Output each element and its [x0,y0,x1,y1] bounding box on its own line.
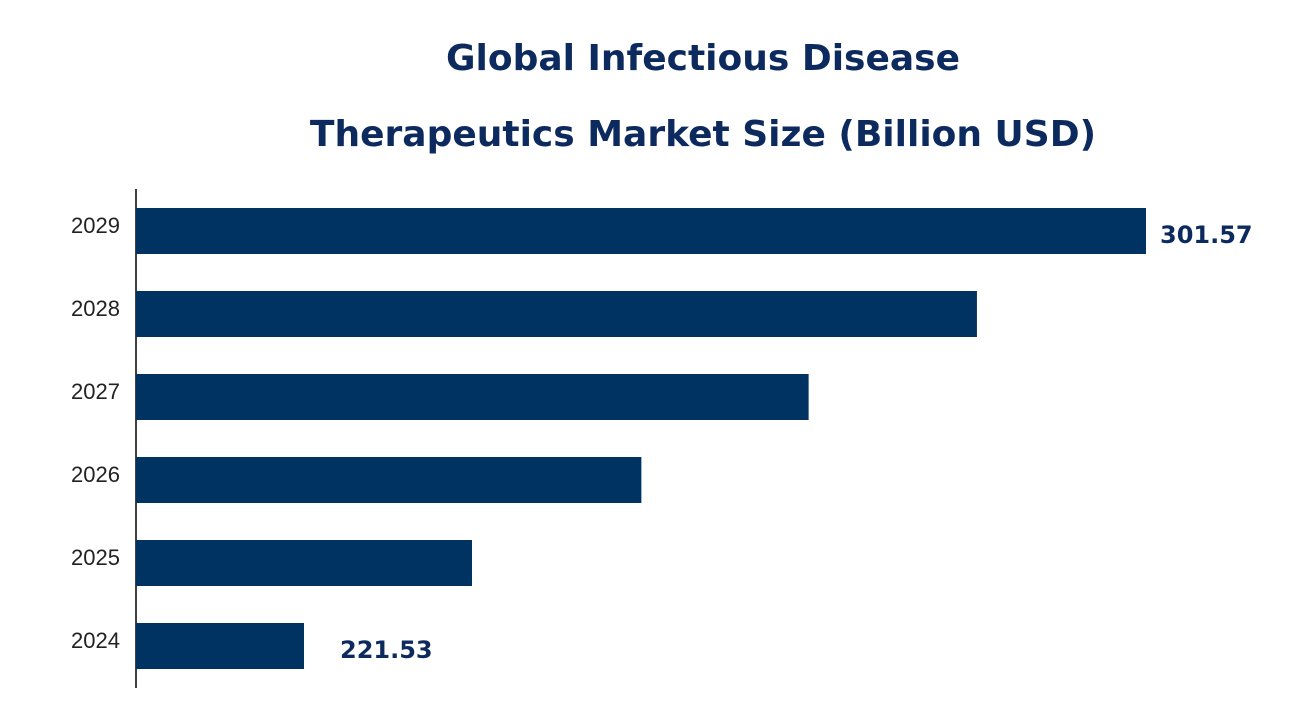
y-tick-label: 2029 [71,213,120,238]
chart-title: Therapeutics Market Size (Billion USD) [310,114,1096,155]
chart-title: Global Infectious Disease [446,38,960,79]
y-tick-label: 2026 [71,462,120,487]
y-tick-label: 2028 [71,296,120,321]
data-label: 301.57 [1160,221,1253,249]
bar [136,291,977,337]
data-label: 221.53 [340,636,433,664]
y-tick-label: 2024 [71,628,120,653]
bar [136,457,642,503]
bar [136,623,305,669]
bar [136,374,809,420]
y-tick-label: 2027 [71,379,120,404]
y-tick-label: 2025 [71,545,120,570]
bar [136,208,1146,254]
bar [136,540,473,586]
